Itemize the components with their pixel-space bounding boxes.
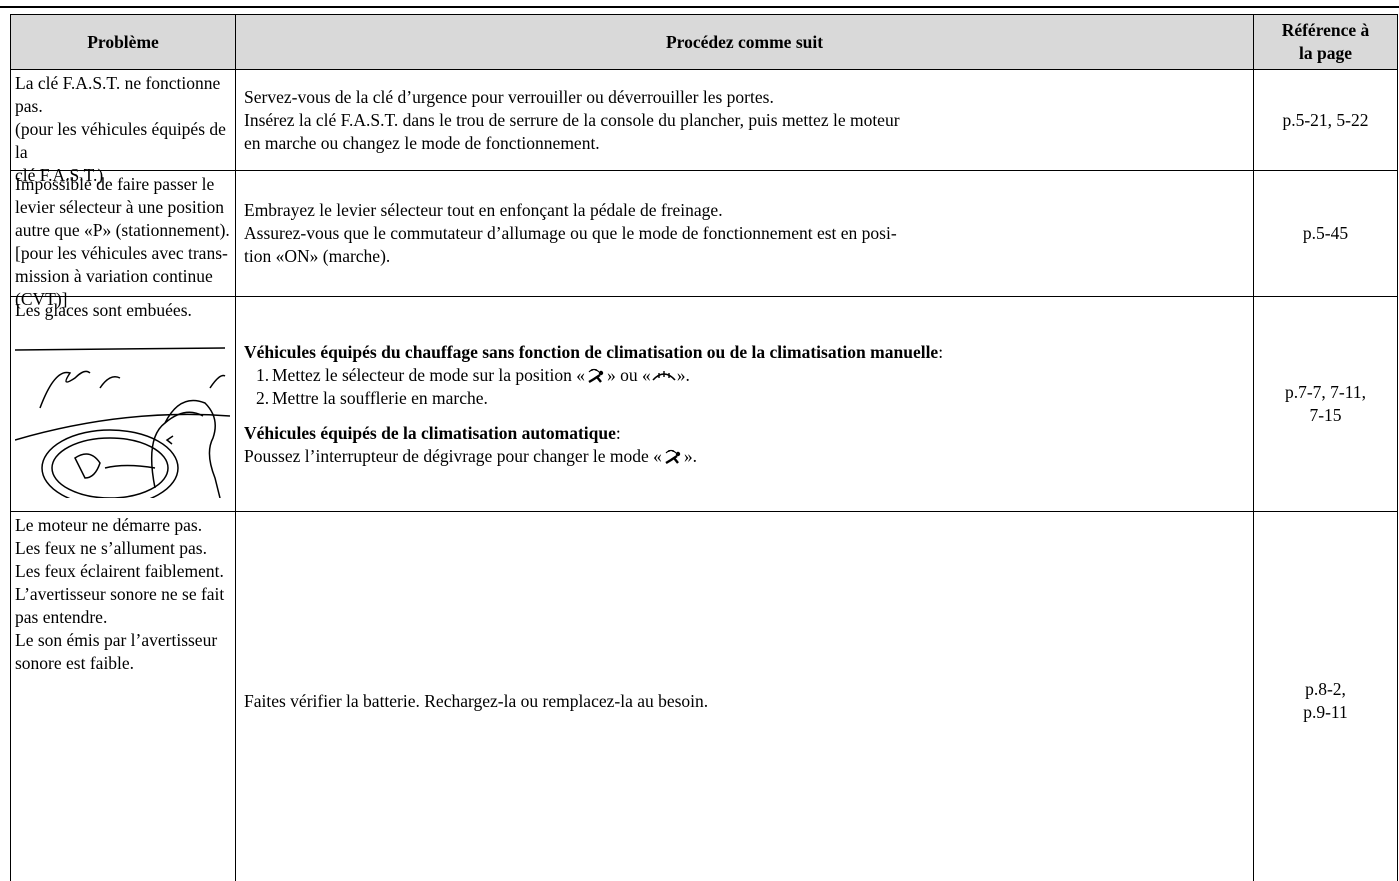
reference-line: p.7-7, 7-11, bbox=[1284, 382, 1366, 402]
text-part: ». bbox=[683, 445, 698, 466]
problem-line: (CVT)] bbox=[15, 289, 68, 309]
header-text: la page bbox=[1299, 43, 1352, 63]
list-item: 1. Mettez le sélecteur de mode sur la pos… bbox=[244, 364, 1249, 387]
problem-line: Les feux ne s’allument pas. bbox=[15, 538, 207, 558]
procedure-line: Insérez la clé F.A.S.T. dans le trou de … bbox=[244, 109, 900, 130]
section-text: Poussez l’interrupteur de dégivrage pour… bbox=[244, 445, 1249, 468]
problem-line: pas entendre. bbox=[15, 607, 108, 627]
header-cell: Procédez comme suit bbox=[235, 14, 1253, 69]
header-cell: Référence à la page bbox=[1253, 14, 1398, 69]
problem-line: mission à variation continue bbox=[15, 266, 213, 286]
reference-line: p.9-11 bbox=[1303, 702, 1348, 722]
section-heading: Véhicules équipés du chauffage sans fonc… bbox=[244, 341, 1249, 364]
procedure-cell: Faites vérifier la batterie. Rechargez-l… bbox=[235, 511, 1253, 881]
reference-cell: p.8-2, p.9-11 bbox=[1253, 511, 1398, 881]
problem-line: pas. bbox=[15, 96, 43, 116]
problem-cell: Le moteur ne démarre pas. Les feux ne s’a… bbox=[10, 511, 235, 881]
header-text: Référence à bbox=[1281, 20, 1370, 40]
problem-cell: Les glaces sont embuées. bbox=[10, 296, 235, 511]
problem-cell: La clé F.A.S.T. ne fonctionne pas. (pour l… bbox=[10, 69, 235, 185]
item-number: 1. bbox=[256, 364, 270, 385]
heading-suffix: : bbox=[615, 422, 621, 443]
reference-cell: p.5-21, 5-22 bbox=[1253, 69, 1398, 170]
heading-text: Véhicules équipés de la climatisation au… bbox=[244, 422, 616, 443]
section-heading: Véhicules équipés de la climatisation au… bbox=[244, 422, 1249, 445]
text-part: ». bbox=[676, 364, 690, 385]
illustration bbox=[15, 347, 230, 498]
problem-cell: Impossible de faire passer le levier séle… bbox=[10, 170, 235, 309]
problem-line: Impossible de faire passer le bbox=[15, 174, 215, 194]
mode-icon bbox=[665, 449, 681, 464]
procedure-line: tion «ON» (marche). bbox=[244, 246, 391, 266]
problem-line: autre que «P» (stationnement). bbox=[15, 220, 230, 240]
mode-icon bbox=[588, 368, 604, 383]
text-part: Mettez le sélecteur de mode sur la posit… bbox=[272, 364, 585, 385]
problem-line: Les feux éclairent faiblement. bbox=[15, 561, 224, 581]
procedure-line: Embrayez le levier sélecteur tout en enf… bbox=[244, 200, 723, 220]
mode-icon bbox=[652, 370, 676, 381]
text-part: Mettre la soufflerie en marche. bbox=[272, 387, 488, 408]
header-cell: Problème bbox=[10, 14, 235, 69]
procedure-section: Véhicules équipés du chauffage sans fonc… bbox=[244, 341, 1249, 410]
problem-line: Le son émis par l’avertisseur bbox=[15, 630, 218, 650]
procedure-cell: Véhicules équipés du chauffage sans fonc… bbox=[235, 296, 1253, 511]
procedure-line: en marche ou changez le mode de fonction… bbox=[244, 132, 600, 153]
procedure-line: Assurez-vous que le commutateur d’alluma… bbox=[244, 223, 897, 243]
header-text: Procédez comme suit bbox=[665, 31, 824, 52]
procedure-cell: Servez-vous de la clé d’urgence pour ver… bbox=[235, 69, 1253, 170]
reference-line: p.8-2, bbox=[1305, 679, 1346, 699]
heading-text: Véhicules équipés du chauffage sans fonc… bbox=[244, 341, 939, 362]
heading-suffix: : bbox=[938, 341, 944, 362]
reference-line: 7-15 bbox=[1309, 405, 1342, 425]
problem-line: Les glaces sont embuées. bbox=[15, 300, 192, 320]
reference-line: p.5-45 bbox=[1302, 223, 1349, 243]
procedure-section: Véhicules équipés de la climatisation au… bbox=[244, 422, 1249, 468]
procedure-line: Faites vérifier la batterie. Rechargez-l… bbox=[244, 690, 709, 711]
text-part: » ou « bbox=[606, 364, 651, 385]
list-item: 2. Mettre la soufflerie en marche. bbox=[244, 387, 1249, 410]
reference-line: p.5-21, 5-22 bbox=[1282, 109, 1369, 130]
top-rule bbox=[0, 6, 1399, 8]
text-part: Poussez l’interrupteur de dégivrage pour… bbox=[244, 445, 662, 466]
problem-line: (pour les véhicules équipés de la bbox=[15, 119, 226, 162]
problem-line: sonore est faible. bbox=[15, 653, 135, 673]
procedure-line: Servez-vous de la clé d’urgence pour ver… bbox=[244, 86, 774, 107]
procedure-cell: Embrayez le levier sélecteur tout en enf… bbox=[235, 170, 1253, 296]
item-number: 2. bbox=[256, 387, 270, 408]
problem-line: L’avertisseur sonore ne se fait bbox=[15, 584, 225, 604]
header-text: Problème bbox=[87, 31, 159, 52]
problem-line: levier sélecteur à une position bbox=[15, 197, 224, 217]
problem-line: Le moteur ne démarre pas. bbox=[15, 515, 203, 535]
reference-cell: p.5-45 bbox=[1253, 170, 1398, 296]
problem-line: La clé F.A.S.T. ne fonctionne bbox=[15, 73, 221, 93]
reference-cell: p.7-7, 7-11, 7-15 bbox=[1253, 296, 1398, 511]
problem-line: [pour les véhicules avec trans- bbox=[15, 243, 228, 263]
